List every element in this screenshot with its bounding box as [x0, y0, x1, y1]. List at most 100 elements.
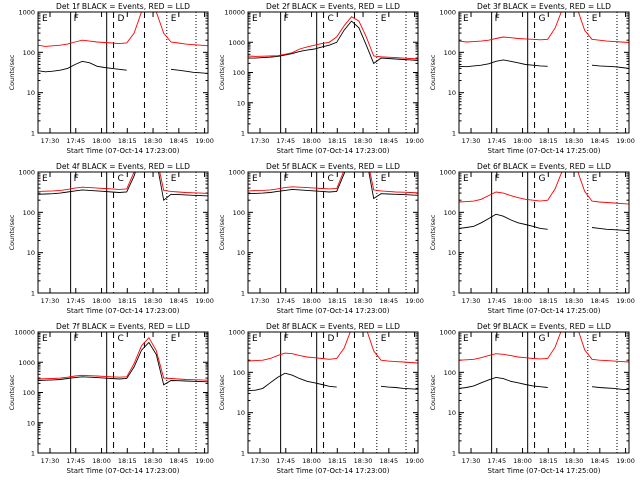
x-tick-label: 19:00	[195, 137, 214, 145]
x-tick-label: 18:45	[379, 457, 398, 465]
region-label: E	[252, 14, 258, 24]
x-tick-label: 18:45	[169, 457, 188, 465]
x-tick-label: 18:00	[92, 137, 111, 145]
x-tick-label: 17:30	[41, 297, 60, 305]
x-tick-label: 18:00	[302, 137, 321, 145]
x-tick-label: 18:00	[302, 297, 321, 305]
region-label: F	[74, 174, 79, 184]
y-tick-label: 1	[31, 290, 35, 298]
panel-5: Det 5f BLACK = Events, RED = LLD Counts/s…	[218, 162, 424, 315]
region-label: E	[252, 174, 258, 184]
x-axis-label: Start Time (07-Oct-14 17:25:00)	[488, 307, 601, 315]
region-label: E	[171, 14, 177, 24]
lld-series-line	[248, 332, 418, 364]
x-tick-label: 18:15	[539, 297, 558, 305]
x-axis-label: Start Time (07-Oct-14 17:23:00)	[277, 307, 390, 315]
region-label: G	[539, 174, 546, 184]
panel-9: Det 9f BLACK = Events, RED = LLD Counts/s…	[429, 322, 635, 475]
y-tick-label: 10000	[224, 9, 245, 17]
x-tick-label: 17:30	[462, 297, 481, 305]
x-axis-label: Start Time (07-Oct-14 17:25:00)	[488, 147, 601, 155]
region-label: F	[495, 334, 500, 344]
x-tick-label: 17:30	[41, 457, 60, 465]
lld-series-line	[38, 336, 208, 381]
events-series-line	[38, 60, 208, 74]
y-tick-label: 1000	[439, 329, 456, 337]
y-tick-label: 1000	[228, 329, 245, 337]
x-tick-label: 18:30	[354, 137, 373, 145]
x-tick-label: 17:30	[462, 137, 481, 145]
y-tick-label: 10	[27, 249, 35, 257]
region-label: E	[463, 14, 469, 24]
region-label: G	[539, 14, 546, 24]
x-tick-label: 18:15	[328, 137, 347, 145]
x-tick-label: 18:45	[379, 137, 398, 145]
x-tick-label: 18:15	[539, 457, 558, 465]
x-tick-label: 17:45	[276, 137, 295, 145]
events-series-line	[459, 59, 629, 69]
region-label: E	[592, 174, 598, 184]
lld-series-line	[459, 332, 629, 363]
x-axis-label: Start Time (07-Oct-14 17:23:00)	[67, 467, 180, 475]
lld-series-line	[248, 172, 418, 194]
x-tick-label: 18:45	[169, 297, 188, 305]
region-label: D	[328, 334, 335, 344]
y-tick-label: 1000	[228, 39, 245, 47]
x-tick-label: 18:30	[565, 297, 584, 305]
lld-series-line	[459, 12, 629, 43]
x-tick-label: 18:15	[328, 457, 347, 465]
region-label: E	[42, 334, 48, 344]
region-label: E	[592, 334, 598, 344]
region-label: E	[592, 14, 598, 24]
y-tick-label: 100	[444, 209, 456, 217]
plot-frame	[37, 11, 209, 134]
x-tick-label: 17:30	[251, 297, 270, 305]
x-tick-label: 18:00	[513, 457, 532, 465]
x-tick-label: 19:00	[405, 457, 424, 465]
x-axis-label: Start Time (07-Oct-14 17:23:00)	[67, 147, 180, 155]
x-tick-label: 17:45	[66, 457, 85, 465]
panel-title: Det 3f BLACK = Events, RED = LLD	[477, 2, 611, 11]
y-tick-label: 1	[452, 450, 456, 458]
region-label: E	[381, 174, 387, 184]
x-tick-label: 17:45	[487, 137, 506, 145]
x-axis-label: Start Time (07-Oct-14 17:25:00)	[488, 467, 601, 475]
region-label: F	[495, 174, 500, 184]
y-tick-label: 1000	[18, 169, 35, 177]
events-series-line	[38, 172, 208, 202]
x-tick-label: 18:15	[118, 457, 137, 465]
panel-title: Det 4f BLACK = Events, RED = LLD	[56, 162, 190, 171]
x-tick-label: 18:45	[590, 297, 609, 305]
region-label: F	[284, 14, 289, 24]
y-tick-label: 10	[448, 249, 456, 257]
x-tick-label: 18:15	[539, 137, 558, 145]
region-label: F	[74, 334, 79, 344]
y-tick-label: 100	[444, 369, 456, 377]
panel-title: Det 9f BLACK = Events, RED = LLD	[477, 322, 611, 331]
events-series-line	[459, 213, 629, 232]
x-axis-label: Start Time (07-Oct-14 17:23:00)	[277, 147, 390, 155]
region-label: F	[495, 14, 500, 24]
x-tick-label: 18:30	[565, 137, 584, 145]
x-tick-label: 18:30	[565, 457, 584, 465]
x-axis-label: Start Time (07-Oct-14 17:23:00)	[67, 307, 180, 315]
y-axis-label: Counts/sec	[8, 214, 16, 250]
region-label: C	[328, 14, 334, 24]
x-tick-label: 18:00	[302, 457, 321, 465]
region-label: C	[118, 174, 124, 184]
lld-series-line	[38, 172, 208, 194]
panel-title: Det 1f BLACK = Events, RED = LLD	[56, 2, 190, 11]
y-tick-label: 1000	[439, 169, 456, 177]
y-axis-label: Counts/sec	[218, 374, 226, 410]
y-tick-label: 10	[237, 249, 245, 257]
x-tick-label: 19:00	[616, 137, 635, 145]
y-axis-label: Counts/sec	[218, 54, 226, 90]
x-tick-label: 18:30	[144, 457, 163, 465]
region-label: G	[539, 334, 546, 344]
region-label: E	[381, 334, 387, 344]
x-tick-label: 17:45	[66, 297, 85, 305]
x-tick-label: 18:15	[328, 297, 347, 305]
events-series-line	[459, 376, 629, 391]
plot-frame	[247, 331, 419, 454]
y-axis-label: Counts/sec	[218, 214, 226, 250]
